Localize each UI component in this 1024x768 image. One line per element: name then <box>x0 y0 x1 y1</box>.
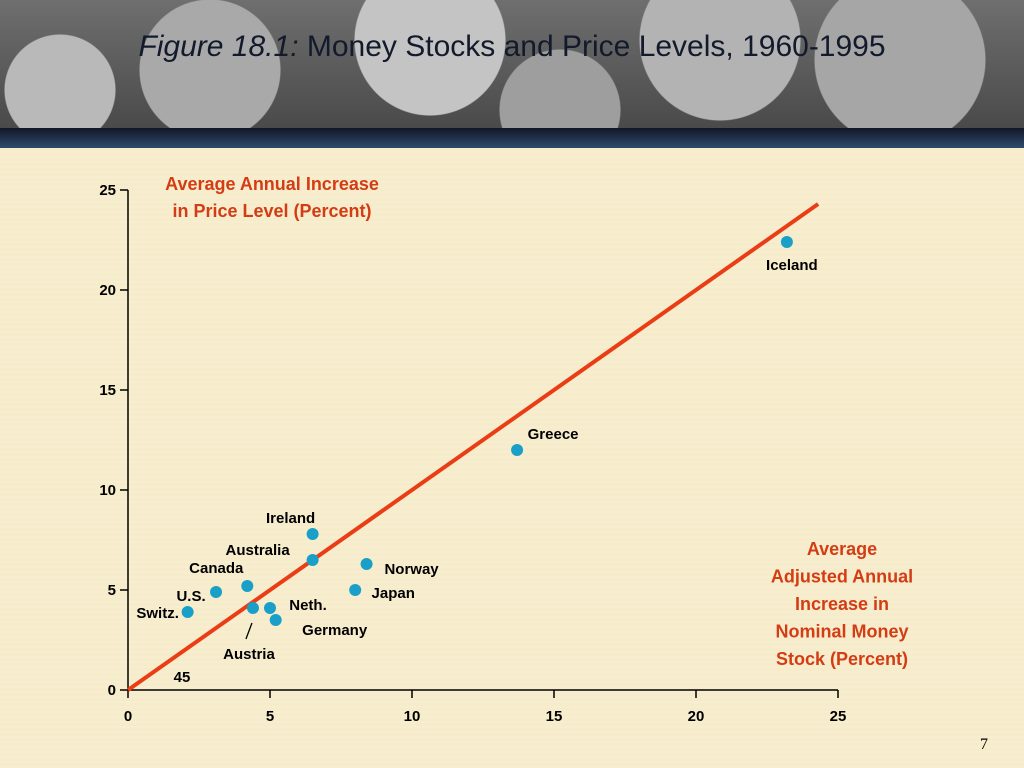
x-tick-label: 0 <box>124 708 132 725</box>
x-tick-label: 20 <box>688 708 705 725</box>
point-label-austria: Austria <box>223 646 275 663</box>
y-axis-title-line: Average Annual Increase <box>165 174 379 194</box>
slide-title: Figure 18.1: Money Stocks and Price Leve… <box>80 28 944 66</box>
y-axis-title-line: in Price Level (Percent) <box>172 201 371 221</box>
x-tick-label: 15 <box>546 708 563 725</box>
x-axis-title-line: Nominal Money <box>775 622 908 642</box>
point-label-neth: Neth. <box>289 597 327 614</box>
figure-title: Money Stocks and Price Levels, 1960-1995 <box>306 30 886 63</box>
point-neth <box>264 602 276 614</box>
point-greece <box>511 444 524 456</box>
point-label-germany: Germany <box>302 622 368 639</box>
point-germany <box>269 614 282 626</box>
point-label-iceland: Iceland <box>766 257 818 274</box>
point-switz <box>181 606 194 618</box>
point-norway <box>360 558 373 570</box>
point-label-canada: Canada <box>189 560 244 577</box>
point-label-australia: Australia <box>225 542 290 559</box>
point-label-norway: Norway <box>384 561 439 578</box>
point-japan <box>349 584 362 596</box>
y-tick-label: 5 <box>108 582 116 599</box>
point-label-ireland: Ireland <box>266 510 315 527</box>
point-austria <box>246 602 259 614</box>
x-tick-label: 10 <box>404 708 421 725</box>
point-canada <box>241 580 254 592</box>
y-tick-label: 15 <box>99 382 116 399</box>
y-tick-label: 20 <box>99 282 116 299</box>
slide-content <box>0 148 1024 768</box>
figure-number: Figure 18.1: <box>138 30 299 63</box>
point-iceland <box>780 236 793 248</box>
x-axis-title-line: Increase in <box>795 594 889 614</box>
y-tick-label: 10 <box>99 482 116 499</box>
point-label-japan: Japan <box>372 585 415 602</box>
point-label-us: U.S. <box>176 588 205 605</box>
x-tick-label: 25 <box>830 708 847 725</box>
point-ireland <box>306 528 319 540</box>
austria-leader-line <box>245 622 253 640</box>
x-axis-title-line: Adjusted Annual <box>771 567 913 587</box>
reference-line-label: 45 <box>174 669 191 686</box>
point-us <box>210 586 223 598</box>
title-banner <box>0 0 1024 128</box>
point-australia <box>306 554 319 566</box>
y-tick-label: 25 <box>99 182 116 199</box>
page-number: 7 <box>980 736 988 753</box>
banner-divider <box>0 128 1024 148</box>
reference-line-45 <box>126 202 820 692</box>
point-label-switz: Switz. <box>136 605 179 622</box>
x-axis-title-line: Average <box>807 539 877 559</box>
x-tick-label: 5 <box>266 708 274 725</box>
point-label-greece: Greece <box>528 426 579 443</box>
x-axis-title-line: Stock (Percent) <box>776 649 908 669</box>
y-tick-label: 0 <box>108 682 116 699</box>
